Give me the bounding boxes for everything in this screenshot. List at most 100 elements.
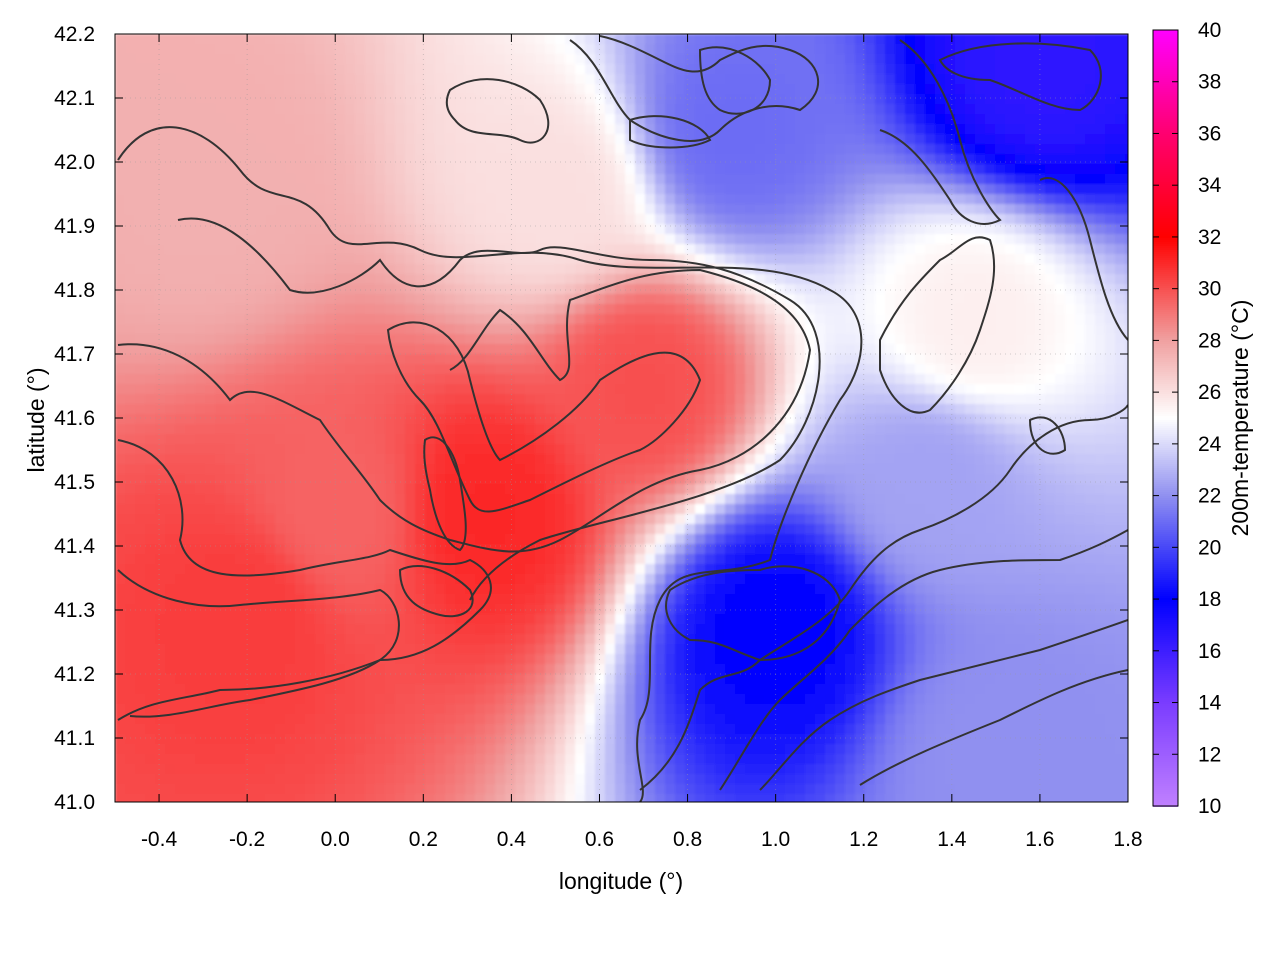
heatmap-cell: [395, 384, 406, 395]
heatmap-cell: [155, 394, 166, 405]
heatmap-cell: [605, 284, 616, 295]
heatmap-cell: [1105, 424, 1116, 435]
heatmap-cell: [695, 344, 706, 355]
heatmap-cell: [455, 274, 466, 285]
heatmap-cell: [565, 234, 576, 245]
heatmap-cell: [1035, 434, 1046, 445]
heatmap-cell: [1015, 454, 1026, 465]
heatmap-cell: [205, 54, 216, 65]
heatmap-cell: [865, 254, 876, 265]
heatmap-cell: [535, 84, 546, 95]
heatmap-cell: [375, 104, 386, 115]
heatmap-cell: [415, 264, 426, 275]
heatmap-cell: [355, 244, 366, 255]
heatmap-cell: [925, 434, 936, 445]
heatmap-cell: [175, 134, 186, 145]
heatmap-cell: [1045, 134, 1056, 145]
heatmap-cell: [285, 54, 296, 65]
heatmap-cell: [875, 414, 886, 425]
heatmap-cell: [205, 434, 216, 445]
heatmap-cell: [925, 194, 936, 205]
heatmap-cell: [1035, 234, 1046, 245]
heatmap-cell: [125, 224, 136, 235]
heatmap-cell: [345, 174, 356, 185]
heatmap-cell: [905, 64, 916, 75]
heatmap-cell: [965, 214, 976, 225]
heatmap-cell: [575, 424, 586, 435]
heatmap-cell: [945, 514, 956, 525]
heatmap-cell: [385, 34, 396, 45]
heatmap-cell: [755, 464, 766, 475]
heatmap-cell: [1075, 264, 1086, 275]
heatmap-cell: [225, 254, 236, 265]
heatmap-cell: [955, 54, 966, 65]
heatmap-cell: [395, 154, 406, 165]
heatmap-cell: [805, 294, 816, 305]
heatmap-cell: [225, 194, 236, 205]
heatmap-cell: [595, 334, 606, 345]
heatmap-cell: [885, 454, 896, 465]
heatmap-cell: [845, 394, 856, 405]
heatmap-cell: [235, 134, 246, 145]
heatmap-cell: [505, 414, 516, 425]
heatmap-cell: [195, 484, 206, 495]
heatmap-cell: [445, 44, 456, 55]
heatmap-cell: [285, 194, 296, 205]
heatmap-cell: [225, 354, 236, 365]
heatmap-cell: [575, 74, 586, 85]
heatmap-cell: [345, 514, 356, 525]
heatmap-cell: [555, 284, 566, 295]
heatmap-cell: [755, 304, 766, 315]
heatmap-cell: [515, 464, 526, 475]
heatmap-cell: [175, 504, 186, 515]
heatmap-cell: [625, 374, 636, 385]
heatmap-cell: [245, 374, 256, 385]
heatmap-cell: [145, 34, 156, 45]
heatmap-cell: [1125, 474, 1128, 485]
heatmap-cell: [255, 414, 266, 425]
heatmap-cell: [1125, 454, 1128, 465]
heatmap-cell: [615, 34, 626, 45]
heatmap-cell: [395, 274, 406, 285]
heatmap-cell: [235, 314, 246, 325]
heatmap-cell: [465, 304, 476, 315]
heatmap-cell: [785, 364, 796, 375]
heatmap-cell: [855, 514, 866, 525]
heatmap-cell: [385, 404, 396, 415]
heatmap-cell: [675, 304, 686, 315]
heatmap-cell: [1085, 214, 1096, 225]
heatmap-cell: [715, 144, 726, 155]
heatmap-cell: [1075, 294, 1086, 305]
heatmap-cell: [475, 84, 486, 95]
heatmap-cell: [615, 364, 626, 375]
heatmap-cell: [135, 264, 146, 275]
heatmap-cell: [115, 354, 126, 365]
heatmap-cell: [955, 214, 966, 225]
heatmap-cell: [1015, 254, 1026, 265]
heatmap-cell: [785, 194, 796, 205]
heatmap-cell: [855, 394, 866, 405]
heatmap-cell: [955, 324, 966, 335]
heatmap-cell: [345, 434, 356, 445]
heatmap-cell: [175, 224, 186, 235]
heatmap-cell: [675, 34, 686, 45]
heatmap-cell: [1015, 224, 1026, 235]
heatmap-cell: [685, 284, 696, 295]
heatmap-cell: [795, 434, 806, 445]
heatmap-cell: [405, 454, 416, 465]
heatmap-cell: [225, 464, 236, 475]
heatmap-cell: [265, 274, 276, 285]
heatmap-cell: [1005, 204, 1016, 215]
heatmap-cell: [455, 154, 466, 165]
heatmap-cell: [335, 204, 346, 215]
heatmap-cell: [675, 434, 686, 445]
heatmap-cell: [1125, 144, 1128, 155]
heatmap-cell: [305, 34, 316, 45]
heatmap-cell: [715, 474, 726, 485]
heatmap-cell: [975, 344, 986, 355]
heatmap-cell: [905, 394, 916, 405]
heatmap-cell: [275, 424, 286, 435]
heatmap-cell: [905, 374, 916, 385]
heatmap-cell: [685, 444, 696, 455]
heatmap-cell: [775, 274, 786, 285]
